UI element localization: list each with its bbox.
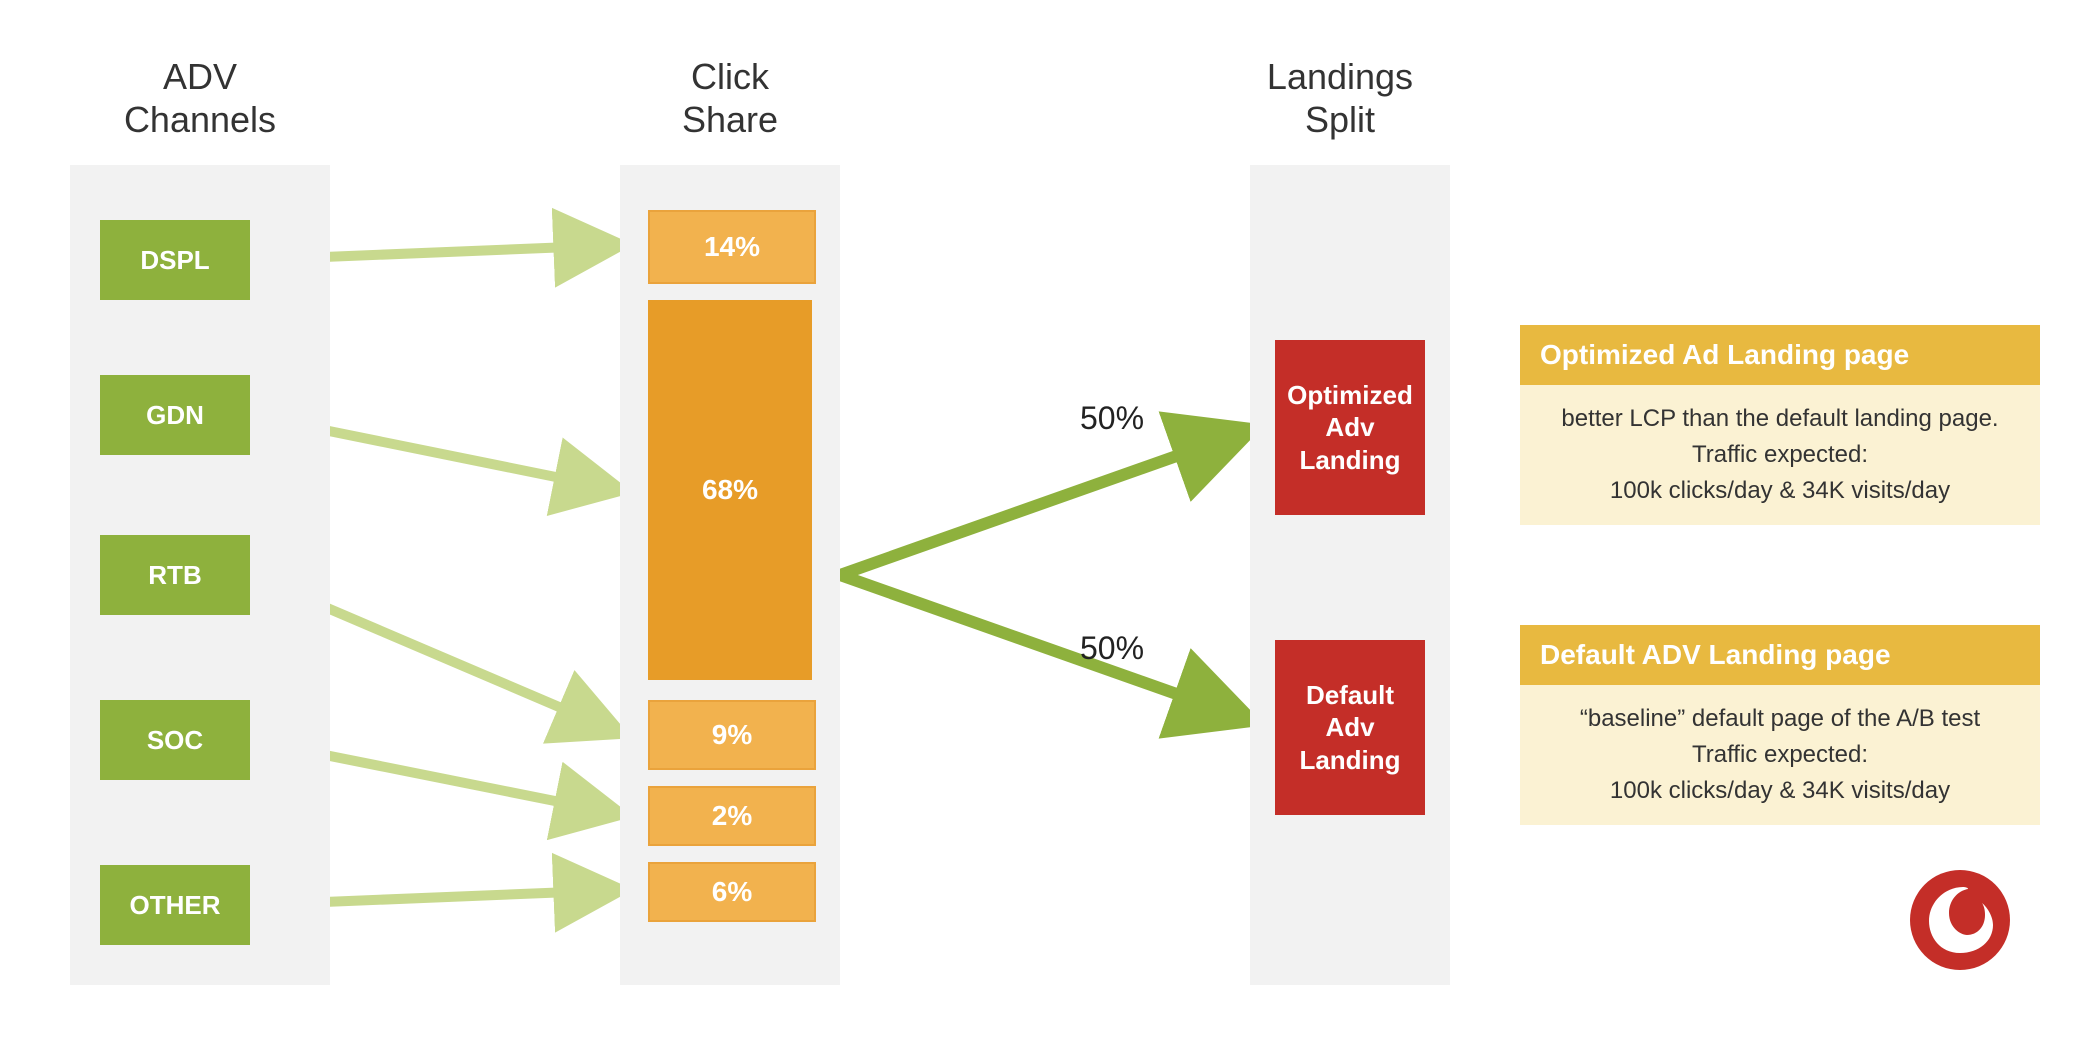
landing-box: OptimizedAdvLanding (1275, 340, 1425, 515)
click-share-block: 68% (648, 300, 812, 680)
landing-description-card: Default ADV Landing page“baseline” defau… (1520, 625, 2040, 825)
click-share-block: 6% (648, 862, 816, 922)
panel-landings (1250, 165, 1450, 985)
vodafone-logo-icon (1905, 865, 2015, 980)
connector-arrow-icon (840, 430, 1250, 575)
click-share-block: 9% (648, 700, 816, 770)
landing-description-body: “baseline” default page of the A/B testT… (1520, 685, 2040, 825)
adv-channel-box: DSPL (100, 220, 250, 300)
adv-channel-box: GDN (100, 375, 250, 455)
landing-description-body: better LCP than the default landing page… (1520, 385, 2040, 525)
adv-channel-box: OTHER (100, 865, 250, 945)
landing-box: DefaultAdvLanding (1275, 640, 1425, 815)
col-title-adv-channels: ADVChannels (100, 55, 300, 141)
click-share-block: 2% (648, 786, 816, 846)
landing-description-title: Default ADV Landing page (1520, 625, 2040, 685)
click-share-block: 14% (648, 210, 816, 284)
col-title-click-share: ClickShare (630, 55, 830, 141)
landing-description-title: Optimized Ad Landing page (1520, 325, 2040, 385)
split-percent-label: 50% (1080, 400, 1144, 437)
adv-channel-box: SOC (100, 700, 250, 780)
col-title-landings-split: LandingsSplit (1240, 55, 1440, 141)
split-percent-label: 50% (1080, 630, 1144, 667)
adv-channel-box: RTB (100, 535, 250, 615)
landing-description-card: Optimized Ad Landing pagebetter LCP than… (1520, 325, 2040, 525)
connector-arrow-icon (840, 575, 1250, 720)
